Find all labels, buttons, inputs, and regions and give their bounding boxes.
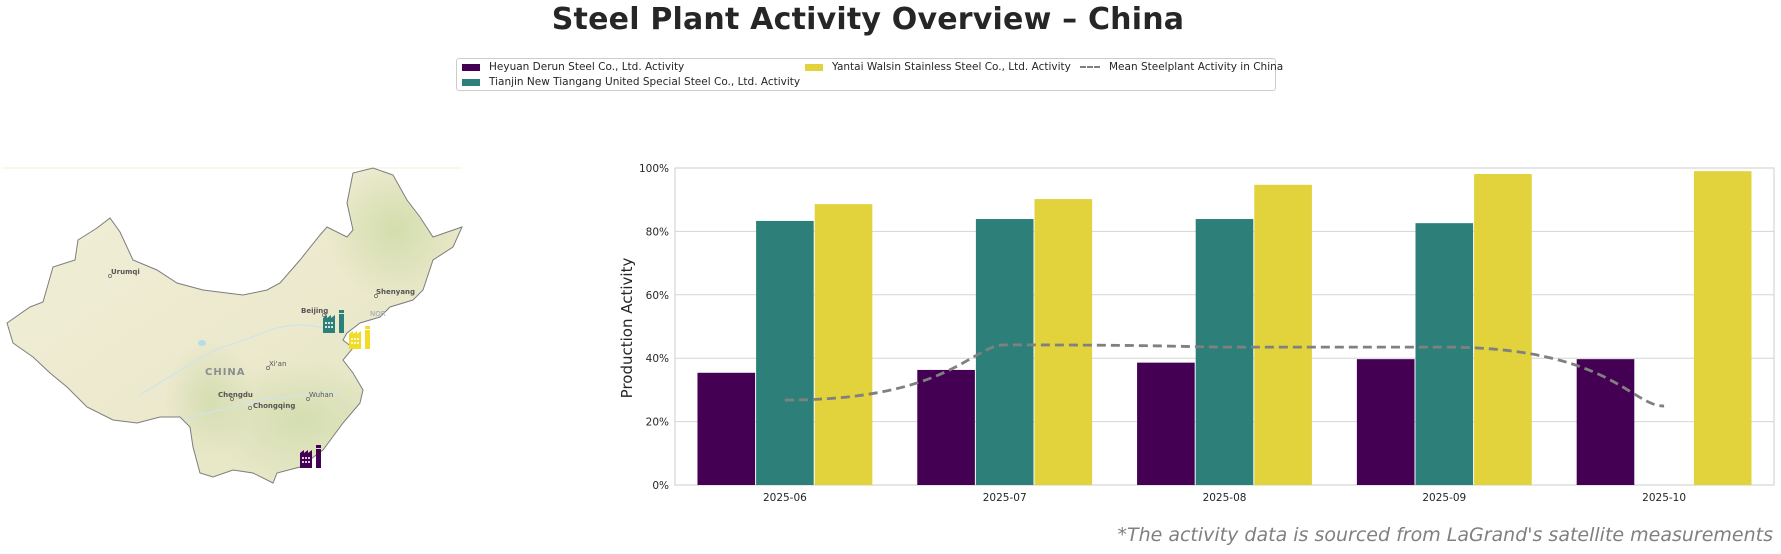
y-tick-label: 40%: [646, 353, 669, 365]
factory-icon[interactable]: [349, 326, 370, 349]
city-dot-beijing: [322, 313, 326, 317]
y-tick-label: 0%: [652, 480, 669, 492]
legend-item-heyuan: Heyuan Derun Steel Co., Ltd. Activity: [462, 60, 684, 74]
x-tick-label: 2025-08: [1203, 492, 1247, 504]
legend-label: Tianjin New Tiangang United Special Stee…: [489, 76, 801, 88]
legend-item-yantai: Yantai Walsin Stainless Steel Co., Ltd. …: [805, 60, 1071, 74]
legend-swatch-yantai: [805, 63, 823, 71]
y-tick-label: 80%: [646, 226, 669, 238]
city-dot-urumqi: [108, 274, 112, 278]
city-label-beijing: Beijing: [301, 307, 328, 315]
city-dot-xian: [266, 366, 270, 370]
bar-tianjin: [1415, 223, 1474, 485]
bar-tianjin: [975, 219, 1034, 486]
y-tick-label: 100%: [639, 163, 669, 175]
city-dot-wuhan: [306, 397, 310, 401]
city-label-chongqing: Chongqing: [253, 402, 295, 410]
city-label-wuhan: Wuhan: [309, 391, 333, 399]
x-tick-label: 2025-10: [1642, 492, 1686, 504]
factory-icon[interactable]: [300, 445, 321, 468]
legend-swatch-tianjin: [462, 78, 480, 86]
bar-yantai: [1254, 184, 1312, 485]
bar-heyuan: [917, 369, 975, 485]
city-label-urumqi: Urumqi: [111, 268, 140, 276]
china-border: [6, 167, 463, 484]
legend-label: Yantai Walsin Stainless Steel Co., Ltd. …: [832, 61, 1071, 73]
factory-icon[interactable]: [323, 310, 344, 333]
x-tick-label: 2025-09: [1422, 492, 1466, 504]
y-tick-label: 60%: [646, 290, 669, 302]
city-label-chengdu: Chengdu: [218, 391, 253, 399]
legend-item-mean: Mean Steelplant Activity in China: [1080, 60, 1283, 74]
y-tick-label: 20%: [646, 417, 669, 429]
footnote: *The activity data is sourced from LaGra…: [1117, 524, 1773, 546]
bar-heyuan: [697, 372, 756, 485]
bar-yantai: [1693, 171, 1752, 486]
bar-heyuan: [1137, 362, 1195, 485]
chart-bars: [697, 171, 1752, 486]
y-tick-labels: 0% 20% 40% 60% 80% 100%: [639, 163, 669, 492]
legend-label: Mean Steelplant Activity in China: [1109, 61, 1284, 73]
bar-tianjin: [756, 220, 814, 485]
city-label-shenyang: Shenyang: [376, 288, 415, 296]
chart-lines: [784, 343, 1665, 408]
legend-item-tianjin: Tianjin New Tiangang United Special Stee…: [462, 75, 800, 89]
page-title: Steel Plant Activity Overview – China: [551, 2, 1185, 37]
bar-yantai: [814, 204, 873, 485]
legend-dash-mean: [1080, 66, 1100, 68]
x-tick-label: 2025-06: [763, 492, 807, 504]
x-tick-label: 2025-07: [983, 492, 1027, 504]
city-label-xian: Xi'an: [269, 360, 286, 368]
map-label-partial: NOR: [370, 310, 386, 318]
y-axis-label: Production Activity: [618, 258, 636, 399]
bar-heyuan: [1576, 359, 1635, 485]
legend-label: Heyuan Derun Steel Co., Ltd. Activity: [489, 61, 685, 73]
legend-swatch-heyuan: [462, 63, 480, 71]
bar-heyuan: [1356, 359, 1415, 485]
bar-yantai: [1034, 199, 1093, 486]
bar-yantai: [1474, 174, 1532, 485]
city-dot-chongqing: [248, 406, 252, 410]
city-dot-chengdu: [230, 397, 234, 401]
x-tick-labels: 2025-06 2025-07 2025-08 2025-09 2025-10: [763, 492, 1686, 504]
city-dot-shenyang: [374, 294, 378, 298]
country-label: CHINA: [205, 367, 246, 378]
chart-legend: Heyuan Derun Steel Co., Ltd. Activity Ti…: [456, 58, 1283, 91]
mean-activity-line: [784, 343, 1665, 408]
china-map: Urumqi Beijing Shenyang NOR Xi'an Chengd…: [2, 167, 463, 484]
city-labels: Urumqi Beijing Shenyang NOR Xi'an Chengd…: [108, 268, 415, 410]
bar-tianjin: [1195, 219, 1254, 486]
